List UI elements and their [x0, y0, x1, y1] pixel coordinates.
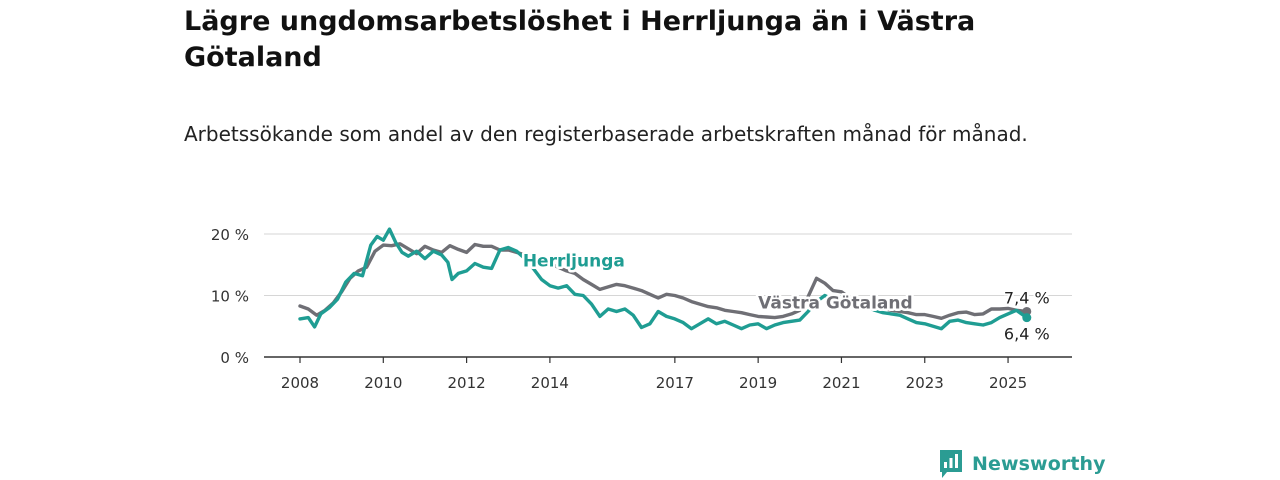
chart-title: Lägre ungdomsarbetslöshet i Herrljunga ä… — [184, 6, 976, 73]
x-tick-label: 2010 — [364, 374, 402, 392]
x-tick-label: 2012 — [448, 374, 486, 392]
brand-name: Newsworthy — [972, 453, 1106, 475]
y-gridlines — [264, 233, 1072, 296]
y-tick-labels: 0 % 10 % 20 % — [211, 226, 249, 367]
x-tick-label: 2023 — [906, 374, 944, 392]
end-value-label: 7,4 % — [1004, 288, 1050, 307]
chart-subtitle: Arbetssökande som andel av den registerb… — [184, 122, 1028, 146]
x-tick-label: 2025 — [989, 374, 1027, 392]
x-ticks: 2008 2010 2012 2014 2017 2019 2021 2023 2025 — [281, 357, 1027, 392]
series-line-herrljunga — [298, 227, 1029, 331]
newsworthy-logo-icon — [940, 450, 962, 478]
x-tick-label: 2008 — [281, 374, 319, 392]
newsworthy-logo: Newsworthy — [938, 448, 1106, 480]
y-tick-label: 10 % — [211, 288, 249, 306]
x-tick-label: 2017 — [656, 374, 694, 392]
end-labels: 7,4 % 6,4 % — [1002, 286, 1052, 345]
series-labels: Herrljunga Västra Götaland — [520, 249, 915, 316]
series-end-marker-herrljunga — [1022, 313, 1032, 323]
y-tick-label: 0 % — [220, 349, 249, 367]
series-label: Herrljunga — [523, 252, 625, 272]
series-end-marker-vastra-gotaland — [1022, 306, 1032, 316]
series-line-vastra-gotaland — [298, 242, 1029, 320]
y-tick-label: 20 % — [211, 226, 249, 244]
end-value-label: 6,4 % — [1004, 325, 1050, 344]
series-lines — [298, 227, 1032, 331]
x-tick-label: 2019 — [739, 374, 777, 392]
x-tick-label: 2021 — [822, 374, 860, 392]
x-tick-label: 2014 — [531, 374, 569, 392]
series-label: Västra Götaland — [758, 293, 913, 313]
